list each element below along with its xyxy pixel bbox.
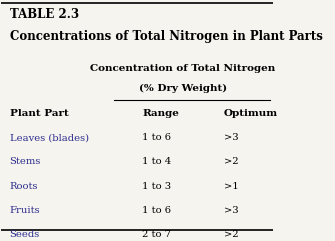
Text: 1 to 6: 1 to 6	[142, 133, 172, 142]
Text: >3: >3	[224, 206, 239, 215]
Text: Stems: Stems	[9, 157, 41, 166]
Text: Plant Part: Plant Part	[9, 109, 68, 118]
Text: Roots: Roots	[9, 182, 38, 191]
Text: 1 to 6: 1 to 6	[142, 206, 172, 215]
Text: >2: >2	[224, 230, 239, 239]
Text: >3: >3	[224, 133, 239, 142]
Text: Fruits: Fruits	[9, 206, 40, 215]
Text: (% Dry Weight): (% Dry Weight)	[139, 83, 227, 93]
Text: TABLE 2.3: TABLE 2.3	[9, 8, 79, 21]
Text: >1: >1	[224, 182, 239, 191]
Text: 1 to 3: 1 to 3	[142, 182, 172, 191]
Text: 2 to 7: 2 to 7	[142, 230, 172, 239]
Text: Concentration of Total Nitrogen: Concentration of Total Nitrogen	[90, 64, 276, 73]
Text: Seeds: Seeds	[9, 230, 40, 239]
Text: Optimum: Optimum	[224, 109, 278, 118]
Text: Leaves (blades): Leaves (blades)	[9, 133, 89, 142]
Text: 1 to 4: 1 to 4	[142, 157, 172, 166]
Text: Range: Range	[142, 109, 179, 118]
Text: Concentrations of Total Nitrogen in Plant Parts: Concentrations of Total Nitrogen in Plan…	[9, 30, 322, 43]
Text: >2: >2	[224, 157, 239, 166]
